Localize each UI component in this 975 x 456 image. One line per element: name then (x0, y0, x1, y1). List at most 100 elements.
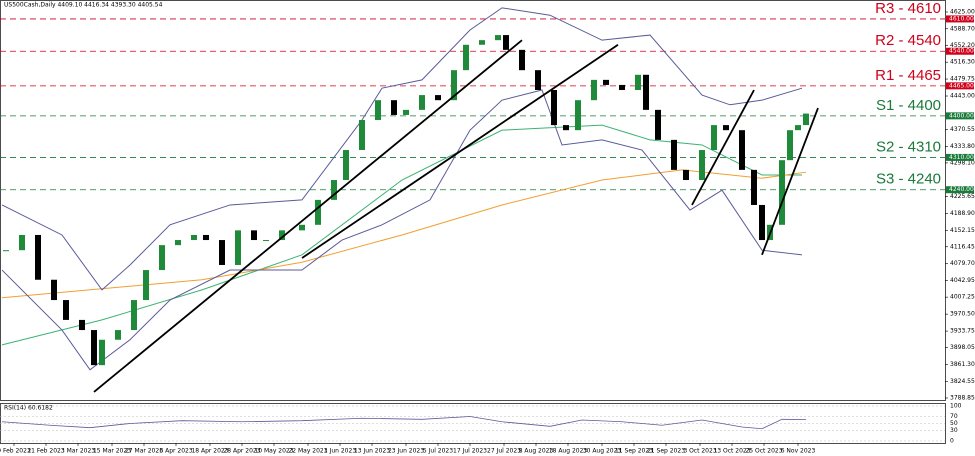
y-tick-label: 3970.50 (950, 311, 975, 318)
candle (279, 230, 285, 241)
rsi-tick-label: 50 (950, 420, 958, 427)
level-label: R3 - 4610 (875, 0, 941, 17)
level-axis-label: 4540.00 (949, 48, 974, 55)
main-frame (0, 0, 946, 401)
rsi-tick-label: 30 (950, 427, 958, 434)
candle (359, 120, 365, 151)
level-axis-box (946, 15, 974, 23)
trendline (93, 39, 523, 393)
candle (699, 150, 705, 181)
y-tick-label: 4007.25 (950, 294, 975, 301)
candle (603, 79, 609, 85)
candle (495, 35, 501, 41)
candle (391, 100, 397, 115)
y-tick-label: 3788.85 (950, 394, 975, 401)
candle (787, 130, 793, 161)
candle (79, 319, 85, 331)
y-tick-label: 4079.70 (950, 260, 975, 267)
rsi-title: RSI(14) 60.6182 (4, 405, 53, 412)
candle (235, 230, 241, 265)
candle (35, 234, 41, 280)
candle (315, 199, 321, 225)
x-tick-label: 18 Aug 2023 (549, 448, 588, 455)
x-tick-label: 23 Jun 2023 (388, 448, 424, 455)
y-tick-label: 4116.45 (950, 243, 975, 250)
y-tick-label: 4588.70 (950, 25, 975, 32)
candle (503, 35, 509, 50)
candle (759, 204, 765, 241)
y-tick-label: 4225.65 (950, 193, 975, 200)
rsi-tick-label: 0 (950, 438, 954, 445)
trendline (761, 107, 819, 256)
level-axis-box (946, 186, 974, 194)
x-tick-label: 21 Sep 2023 (647, 448, 685, 455)
candle (739, 130, 745, 170)
level-axis-label: 4240.00 (949, 186, 974, 193)
level-axis-box (946, 153, 974, 161)
level-label: R1 - 4465 (875, 67, 941, 84)
y-tick-label: 4479.75 (950, 76, 975, 83)
chart-title: US500Cash,Daily 4409.10 4416.34 4393.30 … (4, 2, 163, 9)
x-tick-label: 6 Nov 2023 (781, 448, 816, 455)
y-tick-label: 4370.55 (950, 126, 975, 133)
candle (519, 49, 525, 71)
candle (403, 109, 409, 115)
rsi-line (1, 416, 807, 430)
level-axis-box (946, 47, 974, 55)
candle (619, 84, 625, 91)
candle (535, 70, 541, 91)
y-tick-label: 3824.55 (950, 378, 975, 385)
level-label: R2 - 4540 (875, 32, 941, 49)
y-tick-label: 4042.95 (950, 277, 975, 284)
candle (563, 125, 569, 131)
candle (779, 160, 785, 225)
level-label: S2 - 4310 (876, 138, 941, 155)
candle (143, 270, 149, 301)
candle (751, 169, 757, 205)
candle (63, 300, 69, 320)
indicator-line (1, 7, 803, 291)
x-tick-label: 5 Jul 2023 (423, 448, 453, 455)
x-tick-label: 6 Apr 2023 (159, 448, 192, 455)
x-tick-label: 27 Mar 2023 (125, 448, 163, 455)
x-tick-label: 13 Oct 2023 (713, 448, 750, 455)
x-tick-label: 8 Aug 2023 (519, 448, 554, 455)
candle (551, 90, 557, 126)
x-tick-label: 11 Sep 2023 (615, 448, 653, 455)
x-tick-label: 1 Jun 2023 (324, 448, 356, 455)
x-tick-label: 27 Jul 2023 (487, 448, 521, 455)
y-tick-label: 4625.00 (950, 9, 975, 16)
candle (251, 230, 257, 241)
level-axis-label: 4310.00 (949, 154, 974, 161)
candle (159, 245, 165, 271)
candle (51, 279, 57, 301)
candle (115, 330, 121, 340)
y-tick-label: 4188.90 (950, 210, 975, 217)
level-axis-label: 4610.00 (949, 15, 974, 22)
trendline (301, 44, 619, 259)
y-tick-label: 4152.15 (950, 227, 975, 234)
candle (635, 74, 641, 91)
candle (591, 79, 597, 101)
candle (299, 224, 305, 231)
y-tick-label: 4298.10 (950, 159, 975, 166)
y-tick-label: 3898.05 (950, 344, 975, 351)
candle (711, 125, 717, 151)
candle (131, 300, 137, 331)
x-tick-label: 18 Apr 2023 (191, 448, 228, 455)
candle (191, 234, 197, 241)
candle (219, 240, 225, 265)
x-tick-label: 17 Jul 2023 (453, 448, 487, 455)
candle (643, 74, 649, 110)
candle (451, 70, 457, 101)
candle (671, 139, 677, 170)
x-tick-label: 25 Oct 2023 (745, 448, 782, 455)
rsi-tick-label: 70 (950, 413, 958, 420)
candle (91, 330, 97, 366)
indicator-line (1, 89, 803, 371)
x-tick-label: 15 Mar 2023 (93, 448, 131, 455)
indicator-line (1, 124, 802, 346)
x-tick-label: 22 May 2023 (288, 448, 327, 455)
